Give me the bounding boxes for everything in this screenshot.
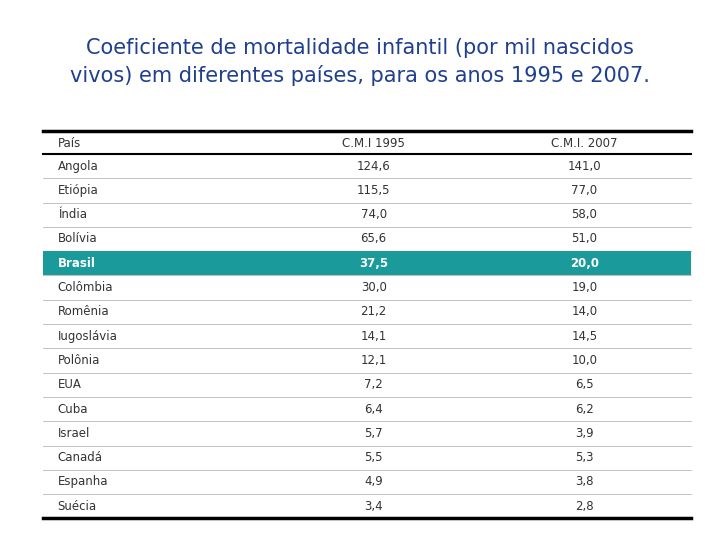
Text: 12,1: 12,1 — [361, 354, 387, 367]
Text: C.M.I 1995: C.M.I 1995 — [342, 137, 405, 150]
Text: Romênia: Romênia — [58, 305, 109, 319]
Text: 14,0: 14,0 — [571, 305, 598, 319]
Text: 6,5: 6,5 — [575, 378, 593, 392]
Text: EUA: EUA — [58, 378, 81, 392]
Text: Etiópia: Etiópia — [58, 184, 99, 197]
Text: 124,6: 124,6 — [357, 159, 390, 173]
Text: 5,3: 5,3 — [575, 451, 593, 464]
Text: 4,9: 4,9 — [364, 475, 383, 489]
Text: Angola: Angola — [58, 159, 99, 173]
Text: 5,7: 5,7 — [364, 427, 383, 440]
Text: 77,0: 77,0 — [571, 184, 598, 197]
Text: 14,5: 14,5 — [571, 329, 598, 343]
Text: 20,0: 20,0 — [570, 256, 599, 270]
Text: Colômbia: Colômbia — [58, 281, 113, 294]
Text: Israel: Israel — [58, 427, 90, 440]
Text: 3,9: 3,9 — [575, 427, 593, 440]
Text: Suécia: Suécia — [58, 500, 96, 513]
Text: Índia: Índia — [58, 208, 86, 221]
Text: 2,8: 2,8 — [575, 500, 593, 513]
Text: 37,5: 37,5 — [359, 256, 388, 270]
Text: 3,4: 3,4 — [364, 500, 383, 513]
Text: País: País — [58, 137, 81, 150]
Text: Canadá: Canadá — [58, 451, 102, 464]
Text: Polônia: Polônia — [58, 354, 100, 367]
Text: 19,0: 19,0 — [571, 281, 598, 294]
Text: 74,0: 74,0 — [361, 208, 387, 221]
Text: 58,0: 58,0 — [572, 208, 597, 221]
Text: Bolívia: Bolívia — [58, 232, 97, 246]
Text: 51,0: 51,0 — [571, 232, 598, 246]
Text: 6,2: 6,2 — [575, 402, 594, 416]
Text: 115,5: 115,5 — [357, 184, 390, 197]
Text: 141,0: 141,0 — [567, 159, 601, 173]
Text: C.M.I. 2007: C.M.I. 2007 — [551, 137, 618, 150]
Text: 21,2: 21,2 — [361, 305, 387, 319]
Text: Cuba: Cuba — [58, 402, 88, 416]
Text: 30,0: 30,0 — [361, 281, 387, 294]
Text: 14,1: 14,1 — [361, 329, 387, 343]
Text: 5,5: 5,5 — [364, 451, 383, 464]
Text: 10,0: 10,0 — [571, 354, 598, 367]
Text: 65,6: 65,6 — [361, 232, 387, 246]
Text: 3,8: 3,8 — [575, 475, 593, 489]
Text: Brasil: Brasil — [58, 256, 96, 270]
Text: 6,4: 6,4 — [364, 402, 383, 416]
Text: 7,2: 7,2 — [364, 378, 383, 392]
Text: Iugoslávia: Iugoslávia — [58, 329, 117, 343]
Text: Coeficiente de mortalidade infantil (por mil nascidos
vivos) em diferentes paíse: Coeficiente de mortalidade infantil (por… — [70, 38, 650, 86]
Text: Espanha: Espanha — [58, 475, 108, 489]
